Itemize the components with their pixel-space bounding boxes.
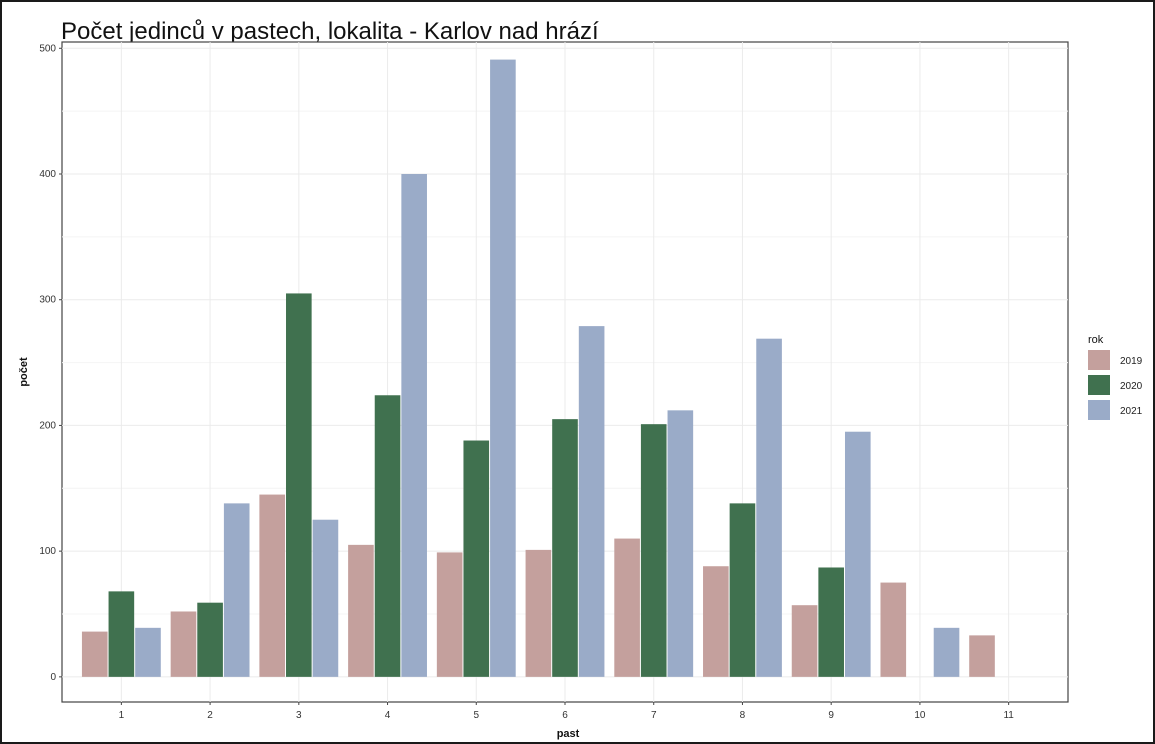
- bar-2019-4: [348, 544, 374, 677]
- y-tick-label: 300: [39, 295, 56, 306]
- bar-2021-8: [756, 338, 782, 677]
- bar-2021-6: [578, 326, 605, 677]
- bar-2020-9: [818, 567, 844, 677]
- legend-label-2021: 2021: [1120, 406, 1143, 417]
- x-tick-label: 11: [1003, 710, 1014, 721]
- bar-2020-3: [286, 293, 312, 677]
- bar-2021-1: [135, 627, 161, 677]
- bar-2020-2: [197, 602, 223, 677]
- bar-2020-1: [108, 591, 135, 677]
- legend-label-2020: 2020: [1120, 381, 1143, 392]
- bar-2021-7: [667, 410, 694, 677]
- bar-2020-6: [552, 419, 578, 677]
- chart-title: Počet jedinců v pastech, lokalita - Karl…: [61, 18, 599, 45]
- bar-2019-8: [703, 566, 729, 677]
- legend-key-2020: [1088, 375, 1110, 395]
- y-tick-label: 400: [39, 169, 56, 180]
- bar-2019-9: [791, 605, 818, 677]
- y-tick-label: 100: [39, 546, 56, 557]
- bar-2021-2: [223, 503, 250, 677]
- y-tick-label: 500: [39, 43, 56, 54]
- bar-2021-9: [844, 431, 871, 677]
- x-tick-label: 10: [914, 710, 926, 721]
- y-axis-label: počet: [18, 357, 30, 387]
- bar-2020-7: [640, 424, 667, 677]
- x-tick-label: 6: [562, 710, 568, 721]
- bar-2021-4: [401, 174, 427, 677]
- x-tick-label: 3: [296, 710, 302, 721]
- bar-2019-7: [614, 538, 640, 677]
- bar-2019-2: [170, 611, 197, 677]
- x-tick-label: 1: [119, 710, 125, 721]
- bar-2020-5: [463, 440, 490, 677]
- bar-2021-5: [490, 59, 516, 677]
- x-tick-label: 9: [828, 710, 834, 721]
- x-tick-label: 4: [385, 710, 391, 721]
- y-axis-ticks: 0 100 200 300 400 500: [39, 43, 62, 683]
- bar-2021-10: [933, 627, 960, 677]
- y-tick-label: 0: [50, 672, 56, 683]
- x-axis-ticks: 1 2 3 4 5 6 7 8 9 10 11: [119, 702, 1014, 721]
- y-tick-label: 200: [39, 420, 56, 431]
- legend-key-2019: [1088, 350, 1110, 370]
- bar-2019-11: [969, 635, 995, 677]
- x-tick-label: 8: [740, 710, 746, 721]
- bar-2019-1: [81, 631, 108, 677]
- legend-title: rok: [1088, 334, 1104, 346]
- bars: [81, 59, 995, 677]
- bar-2019-10: [880, 582, 907, 677]
- x-tick-label: 7: [651, 710, 657, 721]
- bar-2021-3: [312, 519, 339, 677]
- x-tick-label: 2: [207, 710, 213, 721]
- bar-2019-6: [525, 549, 552, 677]
- bar-2019-5: [436, 552, 463, 677]
- legend-key-2021: [1088, 400, 1110, 420]
- bar-2020-4: [374, 395, 401, 677]
- legend-label-2019: 2019: [1120, 356, 1143, 367]
- legend: rok 2019 2020 2021: [1088, 334, 1143, 420]
- x-tick-label: 5: [473, 710, 479, 721]
- x-axis-label: past: [557, 728, 580, 740]
- bar-2020-8: [729, 503, 756, 677]
- bar-2019-3: [259, 494, 286, 677]
